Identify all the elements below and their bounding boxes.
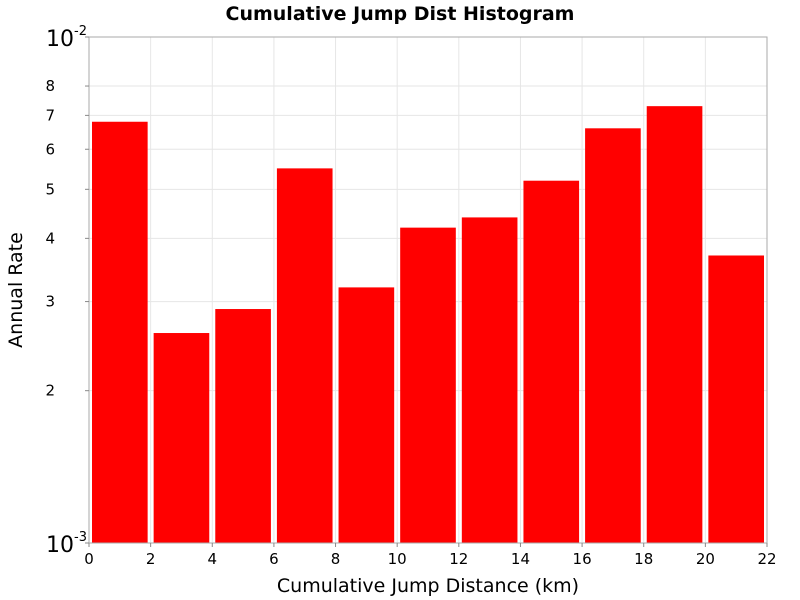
- histogram-bar-6: [461, 217, 518, 543]
- x-tick-label: 2: [146, 550, 156, 568]
- histogram-bar-7: [523, 180, 580, 543]
- y-tick-label: 4: [45, 229, 55, 247]
- bars-group: [92, 106, 764, 544]
- x-tick-label: 12: [449, 550, 468, 568]
- x-tick-label: 22: [757, 550, 776, 568]
- histogram-bar-10: [708, 255, 764, 543]
- x-tick-label: 16: [573, 550, 592, 568]
- y-tick-label: 5: [45, 180, 55, 198]
- y-axis-title: Annual Rate: [5, 232, 27, 348]
- histogram-bar-1: [153, 333, 210, 543]
- histogram-bar-3: [276, 168, 333, 544]
- x-tick-label: 6: [269, 550, 279, 568]
- y-tick-label: 8: [45, 77, 55, 95]
- y-tick-label-power: 10-2: [46, 24, 87, 52]
- y-tick-label-power: 10-3: [46, 530, 87, 558]
- y-tick-label: 7: [45, 106, 55, 124]
- histogram-bar-8: [585, 128, 641, 543]
- x-axis-title: Cumulative Jump Distance (km): [277, 575, 579, 597]
- x-tick-label: 0: [84, 550, 94, 568]
- x-axis-ticks: 0 2 4 6 8 10 12 14 16 18 20 22: [84, 543, 777, 568]
- x-tick-label: 4: [207, 550, 217, 568]
- y-tick-label: 2: [45, 382, 55, 400]
- histogram-bar-2: [215, 309, 271, 543]
- x-tick-label: 20: [696, 550, 715, 568]
- plot-area-border: [88, 36, 768, 544]
- y-tick-label: 6: [45, 140, 55, 158]
- histogram-bar-9: [646, 106, 703, 543]
- x-tick-label: 14: [511, 550, 530, 568]
- histogram-bar-4: [338, 287, 395, 543]
- x-tick-label: 10: [388, 550, 407, 568]
- histogram-bar-5: [400, 227, 456, 543]
- x-tick-label: 18: [634, 550, 653, 568]
- y-tick-label: 3: [45, 293, 55, 311]
- histogram-bar-0: [92, 121, 148, 543]
- y-axis-ticks: 10-3 2 3 4 5 6 7 8 10-2: [45, 24, 89, 558]
- x-tick-label: 8: [331, 550, 341, 568]
- chart-title: Cumulative Jump Dist Histogram: [226, 3, 575, 25]
